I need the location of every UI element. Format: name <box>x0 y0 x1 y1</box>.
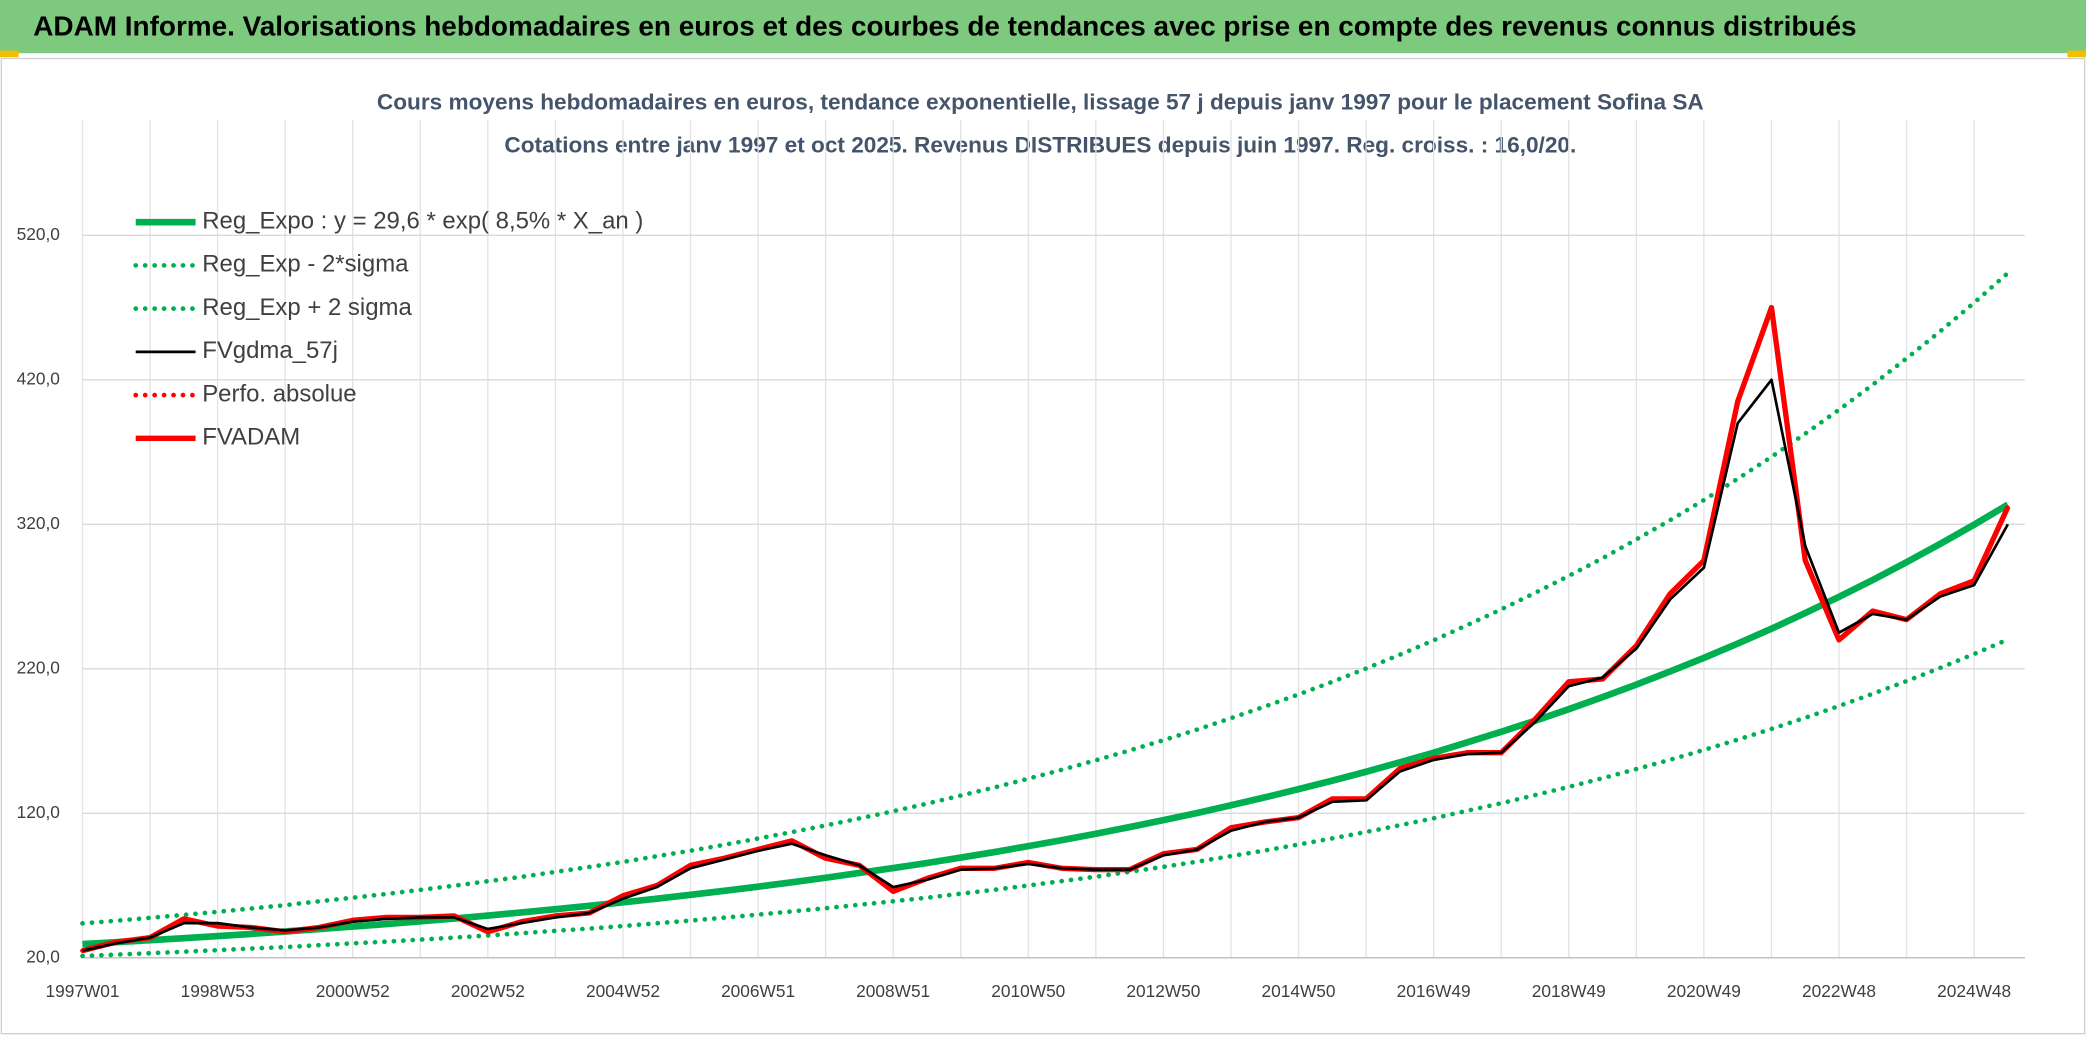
header-bar <box>0 0 2086 54</box>
y-tick-label: 320,0 <box>17 513 60 533</box>
legend-label: Reg_Exp - 2*sigma <box>202 251 409 278</box>
header-title: ADAM Informe. Valorisations hebdomadaire… <box>33 10 1856 41</box>
x-tick-label: 2014W50 <box>1262 981 1336 1001</box>
legend-label: Reg_Exp + 2 sigma <box>202 294 412 321</box>
x-tick-label: 2000W52 <box>316 981 390 1001</box>
grid: 20,0 120,0 220,0 320,0 420,0 520,0 1997W01 1998… <box>17 119 2025 1001</box>
series-line <box>80 270 2011 926</box>
series-line <box>82 378 2010 952</box>
legend: Reg_Expo : y = 29,6 * exp( 8,5% * X_an )… <box>133 207 643 451</box>
x-tick-label: 2018W49 <box>1532 981 1606 1001</box>
x-tick-label: 2004W52 <box>586 981 660 1001</box>
chart-subtitle: Cotations entre janv 1997 et oct 2025. R… <box>504 132 1576 157</box>
y-tick-label: 220,0 <box>17 657 60 677</box>
x-tick-label: 2010W50 <box>991 981 1065 1001</box>
x-tick-label: 2012W50 <box>1126 981 1200 1001</box>
x-tick-label: 1997W01 <box>46 981 120 1001</box>
chart-title: Cours moyens hebdomadaires en euros, ten… <box>377 90 1704 115</box>
plot <box>80 270 2011 959</box>
chart-border <box>0 57 2086 1035</box>
corner <box>2067 50 2086 58</box>
x-tick-label: 1998W53 <box>181 981 255 1001</box>
legend-label: FVgdma_57j <box>202 337 338 364</box>
series-line <box>80 637 2011 959</box>
x-tick-label: 2016W49 <box>1397 981 1471 1001</box>
legend-label: Reg_Expo : y = 29,6 * exp( 8,5% * X_an ) <box>202 207 643 234</box>
x-tick-label: 2002W52 <box>451 981 525 1001</box>
y-tick-label: 520,0 <box>17 224 60 244</box>
x-tick-label: 2024W48 <box>1937 981 2011 1001</box>
series-line <box>82 501 2010 948</box>
x-tick-label: 2006W51 <box>721 981 795 1001</box>
x-tick-label: 2008W51 <box>856 981 930 1001</box>
x-tick-label: 2022W48 <box>1802 981 1876 1001</box>
y-tick-label: 20,0 <box>26 946 60 966</box>
y-tick-label: 120,0 <box>17 802 60 822</box>
legend-label: Perfo. absolue <box>202 380 356 407</box>
corner <box>0 50 19 58</box>
legend-label: FVADAM <box>202 424 300 451</box>
y-tick-label: 420,0 <box>17 368 60 388</box>
x-tick-label: 2020W49 <box>1667 981 1741 1001</box>
